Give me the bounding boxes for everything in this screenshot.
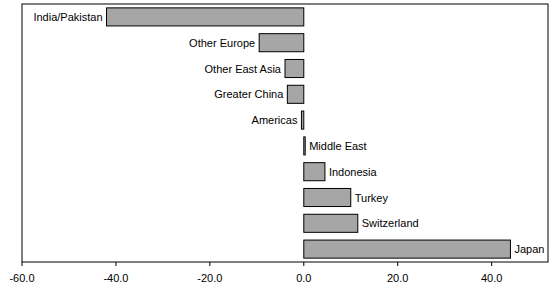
bar <box>287 85 303 103</box>
category-label: Middle East <box>309 140 366 152</box>
tick-label: -40.0 <box>103 272 128 284</box>
tick-label: -20.0 <box>197 272 222 284</box>
tick-label: -60.0 <box>9 272 34 284</box>
category-label: Turkey <box>355 192 389 204</box>
bar <box>107 8 304 26</box>
tick-mark <box>397 262 398 266</box>
category-label: Japan <box>514 243 544 255</box>
category-label: Other East Asia <box>205 63 282 75</box>
bar <box>304 240 511 258</box>
tick-label: 0.0 <box>296 272 311 284</box>
bar <box>285 59 304 77</box>
tick-mark <box>115 262 116 266</box>
category-labels: India/Pakistan Other Europe Other East Asi… <box>33 11 544 255</box>
bar <box>304 214 358 232</box>
category-label: Other Europe <box>189 37 255 49</box>
tick-label: 40.0 <box>481 272 502 284</box>
bar <box>304 188 351 206</box>
chart: India/Pakistan Other Europe Other East Asi… <box>0 0 557 294</box>
category-label: Americas <box>252 114 298 126</box>
category-label: Greater China <box>214 88 284 100</box>
tick-mark <box>22 262 23 266</box>
bar <box>304 137 305 155</box>
category-label: India/Pakistan <box>33 11 102 23</box>
bar <box>259 34 304 52</box>
tick-mark <box>303 262 304 266</box>
plot-frame <box>22 4 548 262</box>
bars <box>107 8 511 258</box>
bar <box>304 163 325 181</box>
bar <box>301 111 303 129</box>
tick-mark <box>491 262 492 266</box>
category-label: Indonesia <box>329 166 378 178</box>
category-label: Switzerland <box>362 217 419 229</box>
tick-label: 20.0 <box>387 272 408 284</box>
tick-mark <box>209 262 210 266</box>
x-axis: -60.0 -40.0 -20.0 0.0 20.0 40.0 <box>9 262 502 284</box>
